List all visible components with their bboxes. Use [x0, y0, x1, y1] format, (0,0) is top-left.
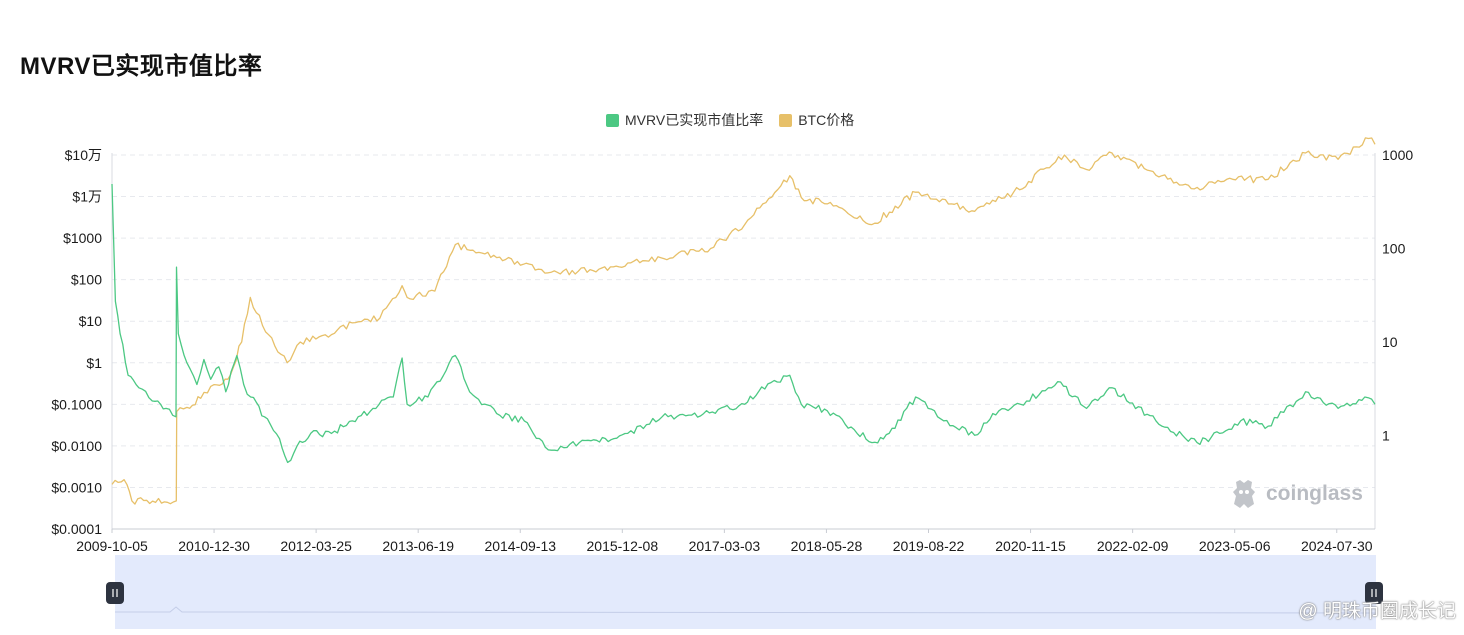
x-tick-label-3: 2013-06-19	[382, 538, 454, 554]
zoom-slider-right-handle-body	[1365, 582, 1383, 604]
chart-legend: MVRV已实现市值比率 BTC价格	[606, 110, 854, 130]
zoom-slider-right-handle[interactable]	[1365, 582, 1383, 604]
legend-label-btc-price: BTC价格	[798, 112, 855, 128]
series-line-mvrv	[111, 183, 1376, 464]
series-line-btc-price	[111, 137, 1376, 505]
legend-item-mvrv[interactable]: MVRV已实现市值比率	[606, 110, 763, 130]
x-tick-label-8: 2019-08-22	[893, 538, 965, 554]
x-tick-label-2: 2012-03-25	[280, 538, 352, 554]
x-tick-label-4: 2014-09-13	[484, 538, 556, 554]
legend-item-btc-price[interactable]: BTC价格	[779, 110, 854, 130]
y-left-tick-label-5: $1	[86, 355, 102, 371]
x-tick-label-11: 2023-05-06	[1199, 538, 1271, 554]
x-tick-label-1: 2010-12-30	[178, 538, 250, 554]
legend-swatch-btc-price	[779, 113, 793, 127]
legend-swatch-mvrv	[606, 113, 619, 127]
y-left-tick-label-7: $0.0100	[51, 438, 102, 454]
y-left-tick-label-8: $0.0010	[51, 479, 102, 495]
y-right-tick-label-1: 100	[1382, 241, 1406, 257]
x-tick-label-10: 2022-02-09	[1097, 538, 1169, 554]
y-right-tick-label-2: 10	[1382, 334, 1398, 350]
y-left-tick-label-1: $1万	[72, 189, 102, 205]
corner-credit: @ 明珠币圈成长记	[1298, 596, 1456, 623]
y-right-tick-label-0: 1000	[1382, 147, 1413, 163]
x-tick-label-5: 2015-12-08	[587, 538, 659, 554]
corner-credit-text: @ 明珠币圈成长记	[1298, 601, 1456, 622]
x-tick-label-7: 2018-05-28	[791, 538, 863, 554]
y-left-tick-label-2: $1000	[63, 230, 102, 246]
x-tick-label-0: 2009-10-05	[76, 538, 148, 554]
y-left-tick-label-6: $0.1000	[51, 396, 102, 412]
watermark-text: coinglass	[1266, 482, 1363, 505]
coinglass-logo-icon	[1233, 480, 1255, 508]
legend-label-mvrv: MVRV已实现市值比率	[625, 112, 764, 128]
y-right-tick-label-3: 1	[1382, 428, 1390, 444]
page-title: MVRV已实现市值比率	[20, 53, 263, 80]
y-left-tick-label-4: $10	[79, 313, 103, 329]
y-left-tick-label-9: $0.0001	[51, 521, 102, 537]
x-tick-label-6: 2017-03-03	[689, 538, 761, 554]
y-left-tick-label-0: $10万	[65, 147, 102, 163]
x-tick-label-9: 2020-11-15	[995, 538, 1066, 554]
x-tick-label-12: 2024-07-30	[1301, 538, 1373, 554]
zoom-slider-left-handle[interactable]	[106, 582, 124, 604]
coinglass-watermark: coinglass	[1230, 478, 1363, 510]
zoom-slider-preview-line	[115, 606, 1377, 614]
zoom-slider-left-handle-body	[106, 582, 124, 604]
zoom-slider-selection	[115, 555, 1376, 629]
y-left-tick-label-3: $100	[71, 272, 102, 288]
